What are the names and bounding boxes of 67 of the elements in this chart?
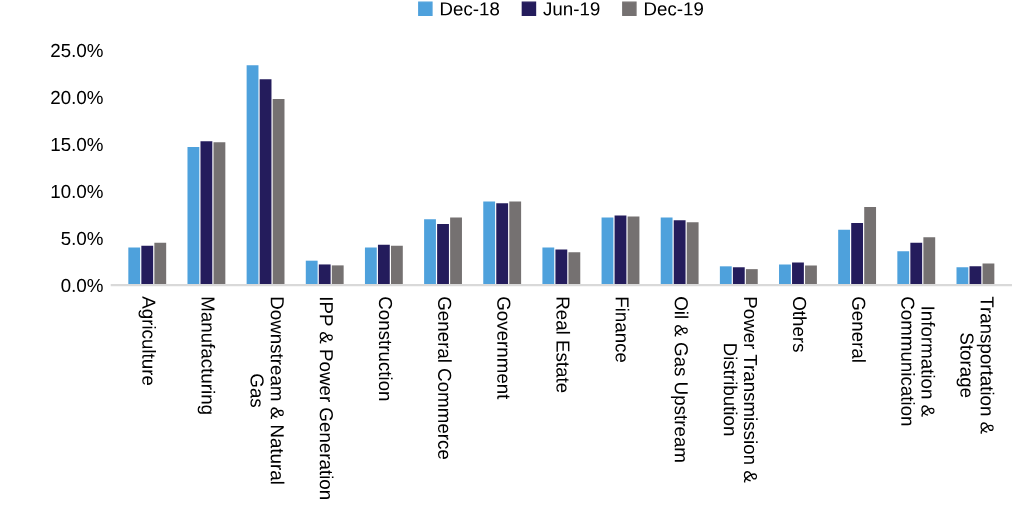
y-tick-label: 15.0% <box>51 137 103 152</box>
bar <box>331 265 344 286</box>
x-tick-label: General Commerce <box>438 297 452 459</box>
bar <box>792 262 804 286</box>
bar <box>779 264 791 286</box>
legend-label: Dec-18 <box>440 2 500 16</box>
bar <box>424 219 436 286</box>
bar <box>272 99 285 286</box>
bar <box>509 201 522 286</box>
x-tick-label: Construction <box>378 297 393 401</box>
bar <box>864 207 877 286</box>
bar <box>910 242 923 286</box>
x-tick-label: General <box>852 297 866 362</box>
bar <box>213 142 226 286</box>
x-tick-label: IPP & Power Generation <box>319 297 334 499</box>
bar <box>187 146 200 286</box>
x-tick-label: Others <box>792 297 807 352</box>
bar <box>956 267 969 286</box>
bar <box>719 266 732 286</box>
x-tick-label: Agriculture <box>138 296 156 386</box>
bar <box>627 216 640 286</box>
bar <box>660 217 673 286</box>
bar <box>364 247 377 286</box>
bar <box>805 265 817 286</box>
y-tick-label: 0.0% <box>61 278 103 293</box>
bar <box>568 252 581 286</box>
bar <box>601 217 614 286</box>
bar <box>200 141 213 286</box>
y-tick-label: 25.0% <box>51 43 103 58</box>
bar <box>437 224 449 286</box>
bar <box>259 79 272 286</box>
bar <box>318 264 331 286</box>
bar <box>555 249 568 286</box>
x-tick-label: Manufacturing <box>197 297 216 414</box>
x-tick-label: Real Estate <box>556 297 571 393</box>
bar <box>897 251 910 286</box>
x-tick-label: Government <box>497 297 511 400</box>
bar <box>851 223 864 286</box>
bar <box>496 203 509 286</box>
bar <box>673 220 686 286</box>
bar <box>732 267 745 286</box>
legend-label: Jun-19 <box>543 2 600 16</box>
x-tick-label: Information & Communication <box>901 297 936 426</box>
y-tick-label: 5.0% <box>61 231 103 246</box>
bar <box>745 269 758 286</box>
x-tick-label: Power Transmission & Distribution <box>723 297 758 483</box>
legend-label: Dec-19 <box>644 2 703 16</box>
bar <box>686 222 699 286</box>
y-tick-label: 20.0% <box>51 90 103 105</box>
bar <box>542 247 555 286</box>
bar <box>450 217 462 286</box>
bar <box>377 244 390 286</box>
bar <box>390 245 403 286</box>
bar <box>246 65 259 286</box>
x-tick-label: Oil & Gas Upstream <box>670 297 689 462</box>
bar <box>923 237 936 286</box>
bar <box>141 245 154 286</box>
bar <box>154 242 167 286</box>
bar <box>483 201 496 286</box>
bar <box>838 229 851 286</box>
x-tick-label: Transportation & Storage <box>956 296 995 434</box>
x-tick-label: Downstream & Natural Gas <box>250 297 285 484</box>
y-tick-label: 10.0% <box>51 184 103 199</box>
bar <box>614 215 627 286</box>
x-tick-label: Finance <box>615 297 630 363</box>
bar <box>128 247 141 286</box>
bar <box>305 260 318 286</box>
